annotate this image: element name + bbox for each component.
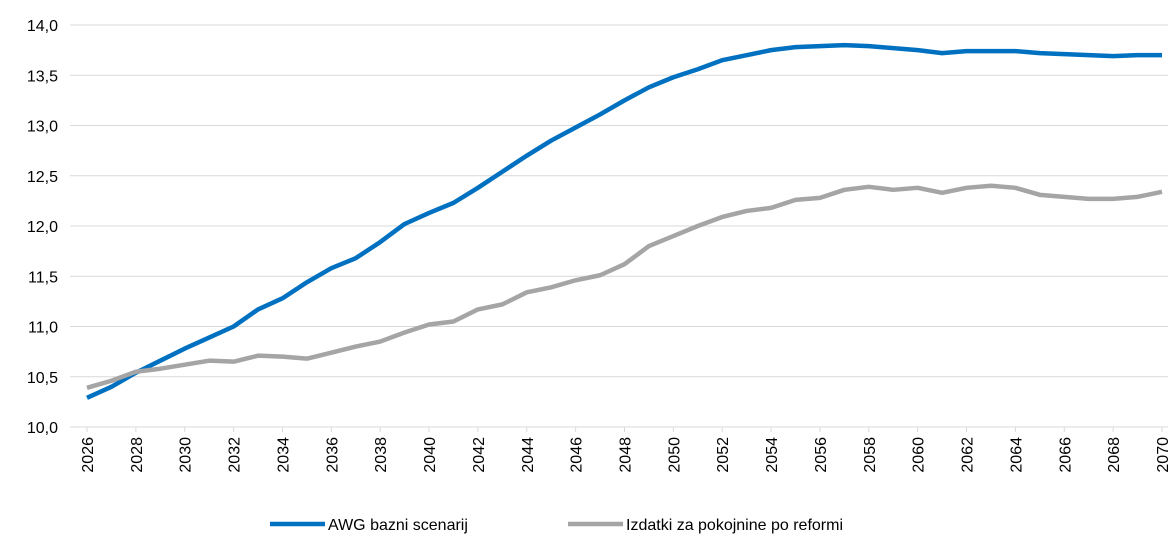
x-tick-label: 2070 bbox=[1155, 437, 1168, 473]
x-tick-label: 2042 bbox=[471, 437, 488, 473]
legend-label: AWG bazni scenarij bbox=[328, 517, 468, 534]
y-tick-label: 12,5 bbox=[27, 169, 58, 186]
x-tick-label: 2048 bbox=[618, 437, 635, 473]
y-tick-label: 10,0 bbox=[27, 420, 58, 437]
y-tick-label: 11,0 bbox=[28, 320, 58, 337]
x-tick-label: 2066 bbox=[1057, 437, 1074, 473]
y-tick-label: 10,5 bbox=[27, 370, 58, 387]
y-tick-label: 12,0 bbox=[27, 219, 58, 236]
x-tick-label: 2068 bbox=[1106, 437, 1123, 473]
x-tick-label: 2028 bbox=[129, 437, 146, 473]
x-tick-label: 2040 bbox=[422, 437, 439, 473]
x-tick-label: 2054 bbox=[764, 437, 781, 473]
legend-label: Izdatki za pokojnine po reformi bbox=[626, 517, 843, 534]
x-tick-label: 2062 bbox=[960, 437, 977, 473]
x-tick-label: 2026 bbox=[80, 437, 97, 473]
x-tick-label: 2056 bbox=[813, 437, 830, 473]
x-tick-label: 2030 bbox=[178, 437, 195, 473]
x-tick-label: 2060 bbox=[911, 437, 928, 473]
y-tick-label: 14,0 bbox=[27, 18, 58, 35]
x-tick-label: 2044 bbox=[520, 437, 537, 473]
x-tick-label: 2032 bbox=[227, 437, 244, 473]
x-tick-label: 2036 bbox=[324, 437, 341, 473]
y-tick-label: 13,5 bbox=[27, 68, 58, 85]
series-line bbox=[86, 183, 1163, 390]
x-tick-label: 2058 bbox=[862, 437, 879, 473]
series-line bbox=[86, 42, 1162, 400]
x-tick-label: 2050 bbox=[666, 437, 683, 473]
x-tick-label: 2046 bbox=[569, 437, 586, 473]
y-tick-label: 11,5 bbox=[28, 269, 58, 286]
x-tick-label: 2052 bbox=[715, 437, 732, 473]
x-tick-label: 2064 bbox=[1008, 437, 1025, 473]
x-tick-label: 2038 bbox=[373, 437, 390, 473]
y-tick-label: 13,0 bbox=[27, 119, 58, 136]
x-tick-label: 2034 bbox=[275, 437, 292, 473]
